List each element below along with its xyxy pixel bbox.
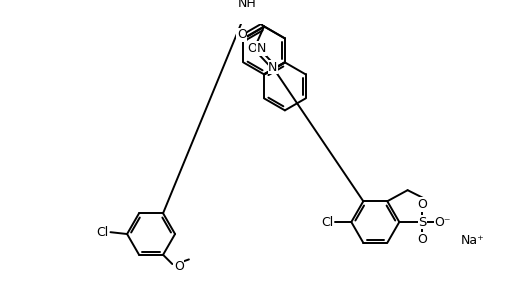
Text: O: O xyxy=(417,198,427,211)
Text: N: N xyxy=(268,61,278,73)
Text: Na⁺: Na⁺ xyxy=(460,234,484,247)
Text: O: O xyxy=(417,233,427,246)
Text: O: O xyxy=(174,260,184,273)
Text: OH: OH xyxy=(247,42,266,55)
Text: S: S xyxy=(418,215,427,229)
Text: O: O xyxy=(237,28,247,41)
Text: Cl: Cl xyxy=(321,215,333,229)
Text: O⁻: O⁻ xyxy=(434,215,451,229)
Text: NH: NH xyxy=(237,0,256,9)
Text: N: N xyxy=(257,42,266,55)
Text: Cl: Cl xyxy=(96,226,108,239)
